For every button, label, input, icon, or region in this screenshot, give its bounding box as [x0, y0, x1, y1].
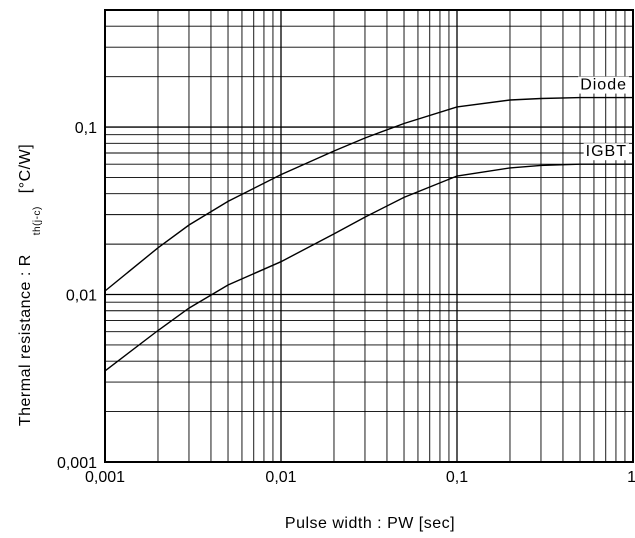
y-axis-label-subscript: th(j-c) [32, 206, 43, 235]
series-line-igbt [104, 163, 633, 372]
y-axis-label-unit: [°C/W] [17, 144, 34, 193]
series-line-diode [104, 96, 633, 292]
x-tick-label: 1 [627, 469, 635, 486]
series-label-igbt: IGBT [586, 143, 627, 160]
y-tick-label: 0,001 [57, 455, 97, 472]
x-tick-label: 0,01 [265, 469, 296, 486]
x-axis-label: Pulse width : PW [sec] [285, 515, 455, 532]
series-label-diode: Diode [580, 77, 627, 94]
y-axis-label-main: Thermal resistance : R [17, 254, 34, 426]
plot-frame [104, 9, 634, 463]
x-tick-label: 0,1 [446, 469, 468, 486]
y-axis-label: Thermal resistance : R th(j-c) [°C/W] [17, 144, 44, 426]
y-tick-label: 0,1 [75, 120, 97, 137]
y-tick-label: 0,01 [66, 288, 97, 305]
y-tick-labels: 0,001 0,01 0,1 [57, 120, 97, 472]
x-tick-labels: 0,001 0,01 0,1 1 [85, 469, 635, 486]
series-label-background [583, 143, 629, 161]
x-tick-label: 0,001 [85, 469, 125, 486]
chart-grid [105, 10, 633, 462]
series-labels: Diode IGBT [578, 76, 629, 161]
chart-series-group [104, 96, 633, 372]
series-label-background [578, 76, 629, 94]
